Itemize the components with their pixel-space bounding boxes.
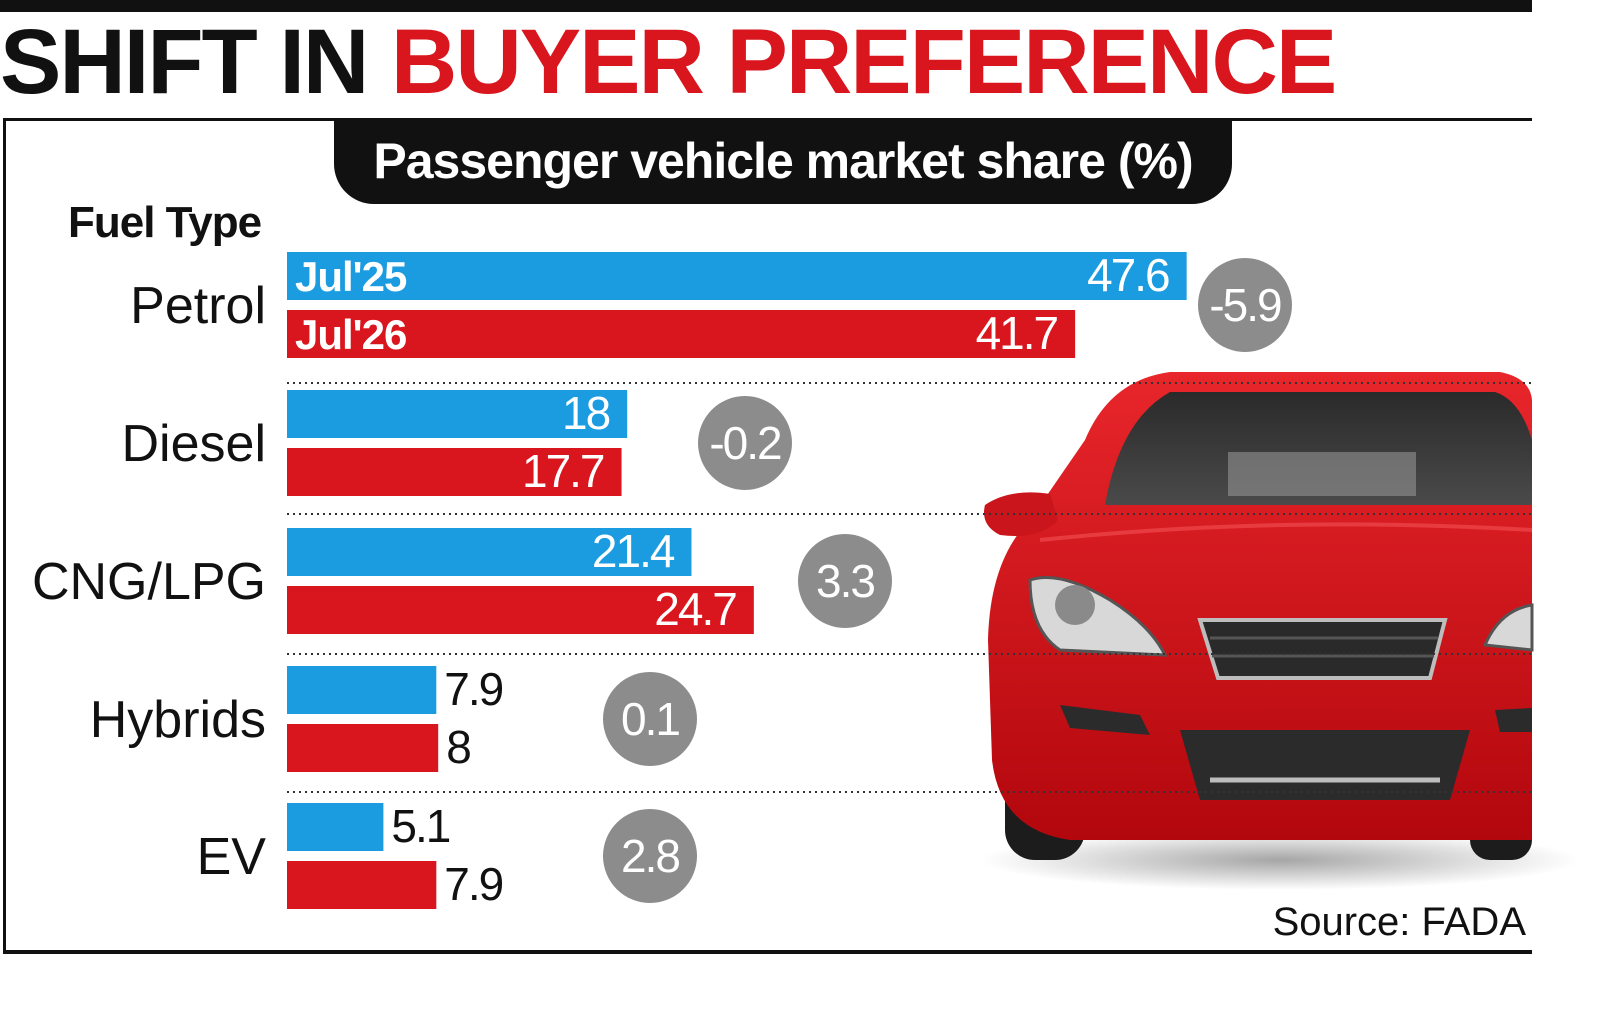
- bar-jul25: [287, 666, 437, 714]
- category-label: CNG/LPG: [32, 553, 266, 611]
- bar-jul25: [287, 803, 384, 851]
- headline-part-1: SHIFT IN: [0, 11, 369, 113]
- change-label: 0.1: [621, 693, 679, 745]
- change-badge: [1198, 258, 1292, 352]
- bar-jul26: [287, 586, 754, 634]
- data-label: 7.9: [444, 663, 502, 715]
- data-label: 17.7: [522, 445, 604, 497]
- bar-jul26: [287, 724, 439, 772]
- category-axis-label: Fuel Type: [68, 198, 262, 247]
- change-badge: [603, 672, 697, 766]
- category-label: EV: [197, 828, 267, 886]
- red-car-icon: [980, 372, 1580, 890]
- change-badge: [798, 534, 892, 628]
- change-label: 2.8: [621, 830, 679, 882]
- category-label: Petrol: [130, 277, 266, 335]
- bar-jul26: [287, 310, 1076, 358]
- bar-jul25: [287, 252, 1187, 300]
- bar-jul25: [287, 528, 692, 576]
- change-badge: [603, 809, 697, 903]
- top-rule: [0, 0, 1532, 12]
- headline: SHIFT IN BUYER PREFERENCE: [0, 11, 1337, 113]
- bar-jul25: [287, 390, 628, 438]
- bar-jul26: [287, 861, 437, 909]
- data-label: 41.7: [976, 307, 1058, 359]
- headline-part-2: BUYER PREFERENCE: [390, 11, 1337, 113]
- data-label: 21.4: [592, 525, 675, 577]
- change-label: 3.3: [816, 555, 874, 607]
- chart-title: Passenger vehicle market share (%): [334, 118, 1232, 204]
- bar-jul26: [287, 448, 622, 496]
- data-label: 18: [562, 387, 610, 439]
- data-label: 47.6: [1087, 249, 1169, 301]
- change-label: -0.2: [709, 417, 781, 469]
- legend-label: Jul'26: [295, 311, 406, 358]
- source-note: Source: FADA: [1272, 900, 1526, 944]
- change-badge: [698, 396, 792, 490]
- data-label: 5.1: [391, 800, 449, 852]
- data-label: 24.7: [654, 583, 736, 635]
- data-label: 7.9: [444, 858, 502, 910]
- data-label: 8: [446, 721, 470, 773]
- change-label: -5.9: [1209, 279, 1281, 331]
- category-label: Diesel: [122, 415, 267, 473]
- legend-label: Jul'25: [295, 253, 407, 300]
- category-label: Hybrids: [90, 691, 266, 749]
